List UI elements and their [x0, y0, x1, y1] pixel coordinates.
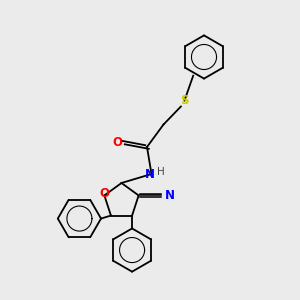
Text: O: O: [112, 136, 123, 149]
Text: S: S: [180, 94, 189, 107]
Text: O: O: [99, 188, 110, 200]
Text: N: N: [165, 189, 175, 202]
Text: N: N: [145, 167, 155, 181]
Text: H: H: [157, 167, 164, 177]
